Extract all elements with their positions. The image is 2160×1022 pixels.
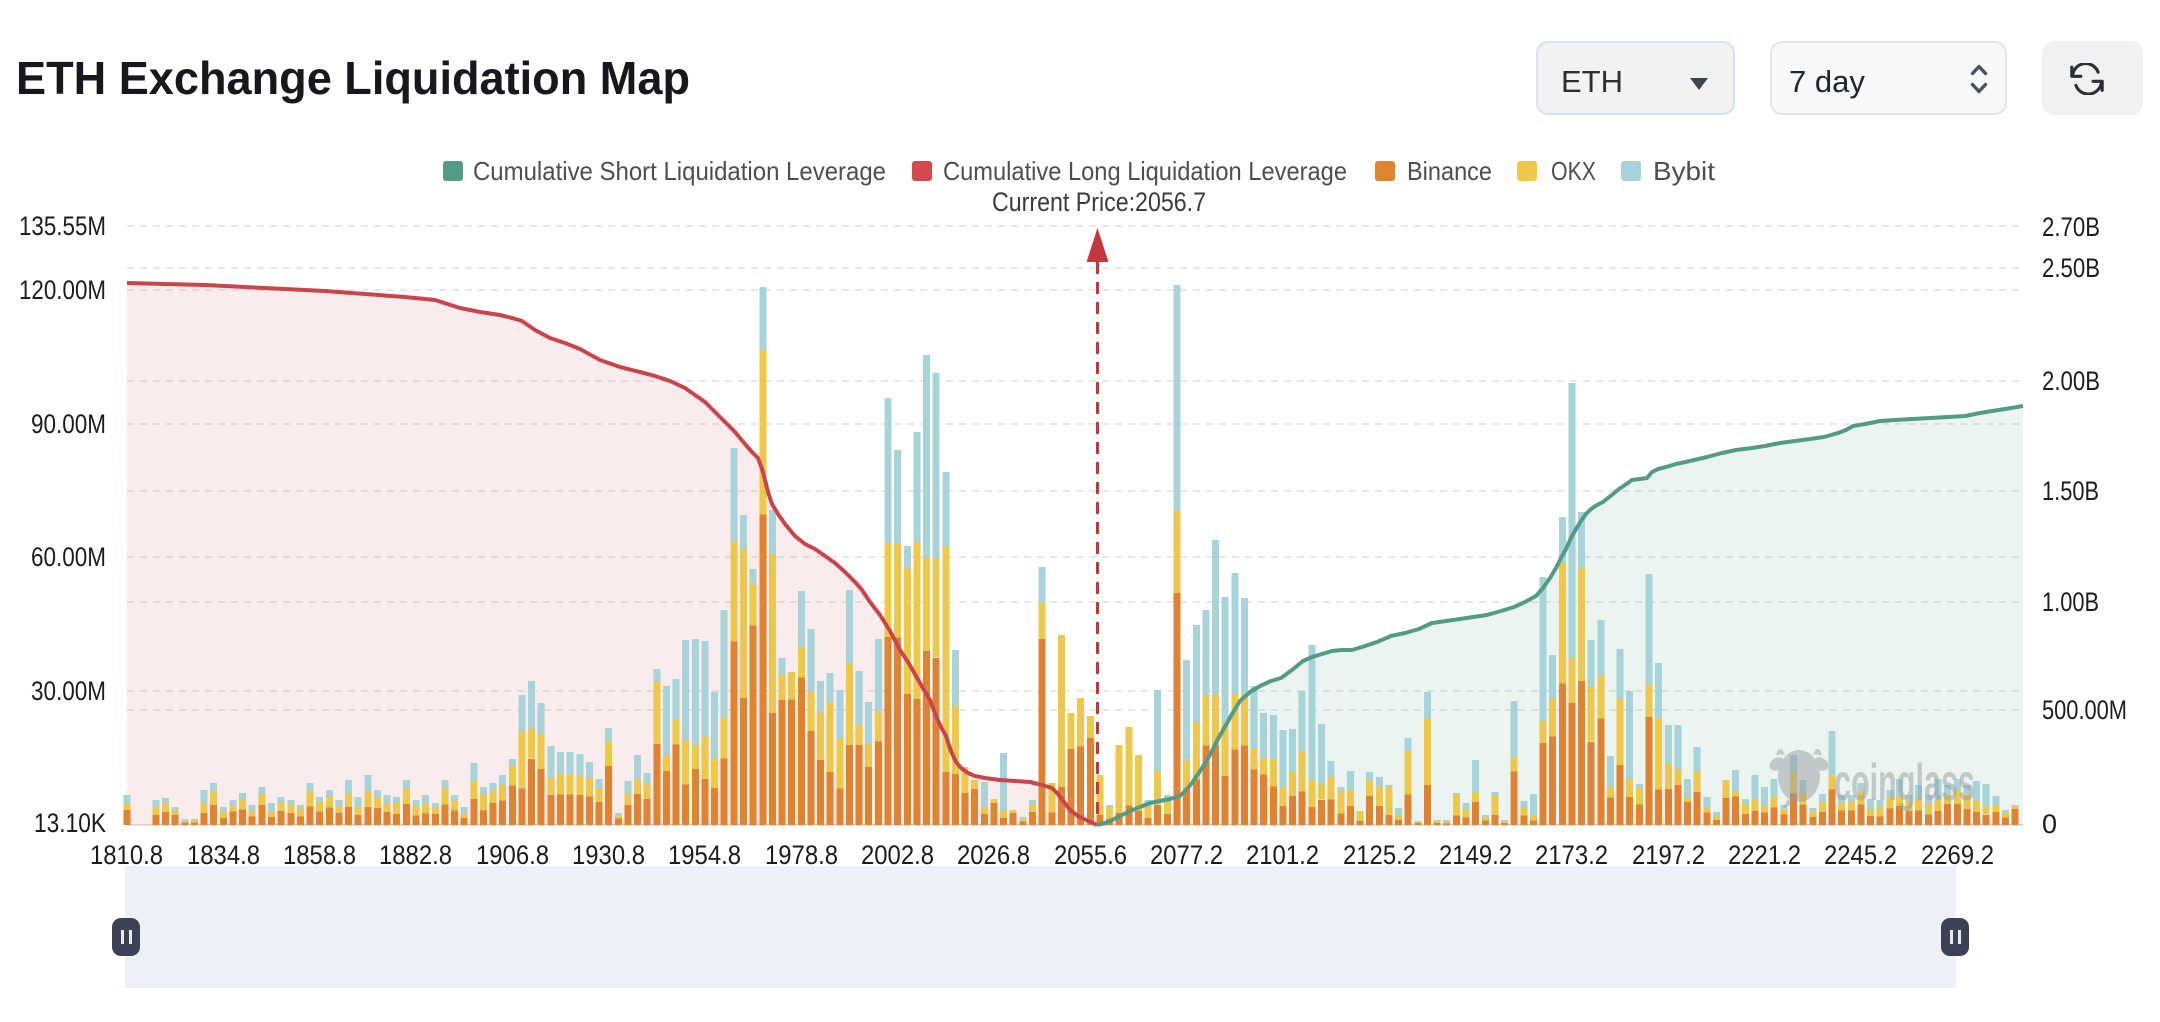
svg-text:90.00M: 90.00M — [31, 409, 106, 439]
svg-text:2125.2: 2125.2 — [1343, 840, 1416, 870]
svg-text:1930.8: 1930.8 — [572, 840, 645, 870]
svg-text:1.00B: 1.00B — [2042, 587, 2099, 617]
svg-text:1978.8: 1978.8 — [765, 840, 838, 870]
svg-text:1.50B: 1.50B — [2042, 476, 2099, 506]
svg-text:2026.8: 2026.8 — [957, 840, 1030, 870]
svg-text:2149.2: 2149.2 — [1439, 840, 1512, 870]
svg-text:120.00M: 120.00M — [19, 275, 106, 305]
svg-text:1882.8: 1882.8 — [379, 840, 452, 870]
svg-text:1810.8: 1810.8 — [90, 840, 163, 870]
svg-text:2245.2: 2245.2 — [1824, 840, 1897, 870]
svg-text:2077.2: 2077.2 — [1150, 840, 1223, 870]
svg-text:2.70B: 2.70B — [2042, 212, 2100, 242]
svg-text:2269.2: 2269.2 — [1921, 840, 1994, 870]
svg-text:135.55M: 135.55M — [19, 211, 106, 241]
svg-text:Bybit: Bybit — [1653, 156, 1716, 186]
svg-text:1858.8: 1858.8 — [283, 840, 356, 870]
svg-text:1906.8: 1906.8 — [476, 840, 549, 870]
svg-text:2.00B: 2.00B — [2042, 366, 2100, 396]
svg-text:Current Price:2056.7: Current Price:2056.7 — [992, 187, 1206, 217]
svg-text:2.50B: 2.50B — [2042, 253, 2100, 283]
svg-text:2101.2: 2101.2 — [1246, 840, 1319, 870]
svg-text:500.00M: 500.00M — [2042, 695, 2127, 725]
svg-text:2055.6: 2055.6 — [1054, 840, 1127, 870]
svg-text:2221.2: 2221.2 — [1728, 840, 1801, 870]
svg-text:coinglass: coinglass — [1834, 754, 1975, 812]
svg-text:30.00M: 30.00M — [31, 676, 106, 706]
svg-text:1954.8: 1954.8 — [668, 840, 741, 870]
svg-text:2002.8: 2002.8 — [861, 840, 934, 870]
svg-text:OKX: OKX — [1551, 156, 1596, 186]
svg-text:Cumulative Long Liquidation Le: Cumulative Long Liquidation Leverage — [943, 156, 1347, 186]
svg-text:13.10K: 13.10K — [34, 808, 106, 838]
svg-text:0: 0 — [2042, 809, 2057, 839]
svg-text:2173.2: 2173.2 — [1535, 840, 1608, 870]
svg-text:1834.8: 1834.8 — [187, 840, 260, 870]
svg-text:Cumulative Short Liquidation L: Cumulative Short Liquidation Leverage — [473, 156, 886, 186]
svg-text:60.00M: 60.00M — [31, 542, 106, 572]
svg-text:2197.2: 2197.2 — [1632, 840, 1705, 870]
svg-text:Binance: Binance — [1407, 156, 1492, 186]
svg-text:ETH Exchange Liquidation Map: ETH Exchange Liquidation Map — [16, 52, 690, 104]
